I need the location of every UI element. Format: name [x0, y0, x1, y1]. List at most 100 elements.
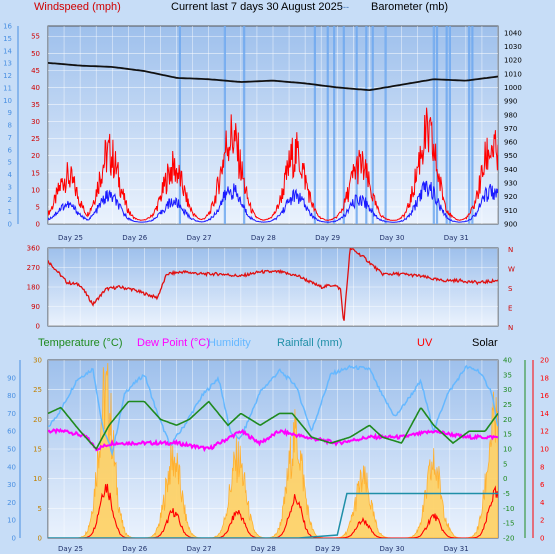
- rainfall-series-line: [48, 492, 498, 538]
- uv-y-tick: 10: [540, 446, 549, 454]
- wind-outer-y-tick: 14: [3, 47, 12, 55]
- wind-outer-y-tick: 8: [8, 122, 12, 130]
- temperature-x-tick: Day 31: [444, 545, 469, 553]
- wind-outer-y-tick: 3: [8, 183, 12, 191]
- temperature-x-tick: Day 27: [187, 545, 212, 553]
- legend-humidity: Humidity: [208, 337, 251, 349]
- uv-y-tick: 20: [540, 357, 549, 365]
- temperature-right-tick: -20: [503, 535, 514, 543]
- wind-outer-y-tick: 13: [3, 60, 12, 68]
- wind-y-tick: 0: [36, 221, 40, 229]
- temperature-series: [48, 362, 498, 538]
- temperature-y-tick: 20: [33, 416, 42, 424]
- wind-fade-bar: [471, 26, 474, 224]
- direction-compass-label: N: [508, 324, 513, 332]
- wind-y-tick: 5: [36, 203, 40, 211]
- wind-x-tick: Day 25: [58, 234, 83, 242]
- title-separator: ---: [340, 2, 349, 12]
- temperature-y-tick: 30: [33, 357, 42, 365]
- dewpoint-series-line: [48, 427, 498, 453]
- temperature-x-tick: Day 26: [122, 545, 148, 553]
- wind-y-tick: 35: [31, 101, 40, 109]
- wind-fade-bar: [333, 26, 336, 224]
- direction-y-tick: 360: [27, 245, 40, 253]
- temperature-right-tick: -15: [503, 520, 514, 528]
- humidity-y-tick: 40: [7, 463, 16, 471]
- temperature-y-tick: 15: [33, 446, 42, 454]
- direction-y-tick: 90: [31, 303, 40, 311]
- humidity-y-tick: 60: [7, 428, 16, 436]
- wind-y-tick: 45: [31, 67, 40, 75]
- barometer-y-tick: 1010: [504, 70, 522, 78]
- direction-compass-label: W: [508, 266, 515, 274]
- legend-uv: UV: [417, 337, 433, 349]
- temperature-right-tick: -10: [503, 505, 514, 513]
- direction-compass-label: N: [508, 246, 513, 254]
- wind-outer-y-tick: 4: [8, 171, 13, 179]
- wind-y-tick: 20: [31, 152, 40, 160]
- humidity-y-tick: 70: [7, 410, 16, 418]
- wind-x-tick: Day 31: [444, 234, 469, 242]
- solar-series-area: [48, 362, 498, 538]
- barometer-y-tick: 1030: [504, 43, 522, 51]
- wind-fade-bar: [342, 26, 345, 224]
- temperature-x-tick: Day 25: [58, 545, 83, 553]
- wind-y-tick: 30: [31, 118, 40, 126]
- direction-series-line: [48, 248, 498, 321]
- uv-y-tick: 12: [540, 428, 549, 436]
- wind-fade-bar: [243, 26, 246, 224]
- uv-y-tick: 2: [540, 517, 544, 525]
- humidity-y-tick: 30: [7, 481, 16, 489]
- wind-fade-bar: [448, 26, 451, 224]
- barometer-series-line: [48, 62, 498, 92]
- barometer-y-tick: 1020: [504, 57, 522, 65]
- humidity-y-tick: 0: [12, 535, 16, 543]
- temperature-y-tick: 5: [38, 505, 42, 513]
- wind-fade-bar: [355, 26, 358, 224]
- wind-y-tick: 10: [31, 186, 40, 194]
- temperature-x-tick: Day 29: [315, 545, 340, 553]
- barometer-y-tick: 960: [504, 139, 517, 147]
- wind-fade-bar: [178, 26, 181, 224]
- legend-rainfall: Rainfall (mm): [277, 337, 342, 349]
- wind-fade-bar: [326, 26, 329, 224]
- wind-y-tick: 15: [31, 169, 40, 177]
- wind-outer-y-tick: 10: [3, 97, 12, 105]
- wind-outer-y-tick: 7: [8, 134, 12, 142]
- wind-outer-y-tick: 9: [8, 109, 12, 117]
- uv-y-tick: 14: [540, 410, 549, 418]
- temperature-right-tick: 20: [503, 416, 512, 424]
- direction-y-tick: 0: [36, 323, 40, 331]
- humidity-y-tick: 80: [7, 392, 16, 400]
- wind-outer-y-tick: 0: [8, 221, 12, 229]
- barometer-y-tick: 1040: [504, 29, 522, 37]
- direction-compass-label: S: [508, 285, 513, 293]
- barometer-axis-title: Barometer (mb): [371, 1, 448, 13]
- wind-outer-y-tick: 12: [3, 72, 12, 80]
- wind-outer-y-tick: 1: [8, 208, 12, 216]
- temperature-series-line: [48, 400, 498, 450]
- temperature-right-tick: -5: [503, 490, 510, 498]
- barometer-y-tick: 900: [504, 221, 517, 229]
- wind-outer-y-tick: 6: [8, 146, 13, 154]
- wind-fade-bar: [432, 26, 435, 224]
- wind-series-line: [48, 180, 498, 223]
- barometer-y-tick: 1000: [504, 84, 522, 92]
- direction-series: [48, 248, 498, 321]
- direction-grid: [48, 248, 498, 326]
- temperature-right-tick: 0: [503, 475, 507, 483]
- wind-outer-y-tick: 2: [8, 196, 12, 204]
- uv-y-tick: 8: [540, 463, 544, 471]
- uv-y-tick: 0: [540, 535, 544, 543]
- barometer-y-tick: 930: [504, 180, 517, 188]
- wind-series: [48, 62, 498, 223]
- direction-compass-label: E: [508, 305, 512, 313]
- barometer-y-tick: 940: [504, 166, 517, 174]
- legend-dewpoint: Dew Point (°C): [137, 337, 210, 349]
- direction-y-tick: 180: [27, 284, 40, 292]
- wind-fade-bar: [445, 26, 448, 224]
- barometer-y-tick: 980: [504, 111, 517, 119]
- temperature-right-tick: 15: [503, 431, 512, 439]
- temperature-right-tick: 30: [503, 386, 512, 394]
- wind-fade-bar: [468, 26, 471, 224]
